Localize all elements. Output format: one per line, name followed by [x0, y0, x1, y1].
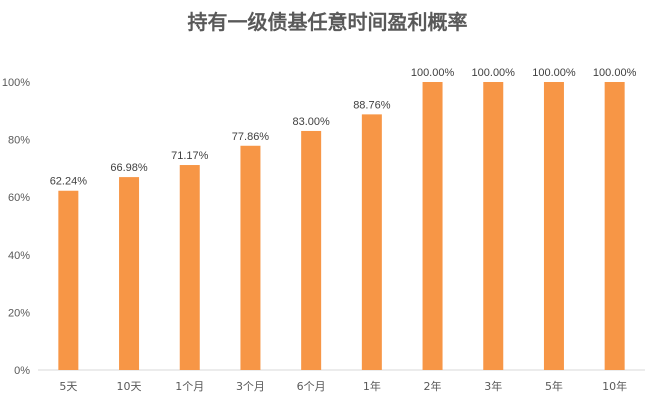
data-label: 71.17% [171, 150, 209, 162]
x-tick-label: 10天 [117, 380, 142, 393]
chart-title: 持有一级债基任意时间盈利概率 [187, 10, 468, 34]
data-label: 66.98% [110, 162, 148, 174]
y-tick-label: 100% [2, 77, 30, 89]
bar [604, 82, 625, 370]
bar [483, 82, 504, 370]
data-label: 77.86% [232, 131, 270, 143]
x-tick-label: 5年 [545, 379, 563, 393]
bar [301, 130, 322, 370]
x-tick-label: 6个月 [297, 380, 326, 393]
data-label: 83.00% [292, 116, 330, 128]
data-label: 100.00% [472, 67, 516, 79]
bar [543, 82, 564, 370]
y-tick-label: 80% [8, 135, 30, 147]
x-tick-label: 2年 [424, 379, 442, 393]
data-label: 100.00% [593, 67, 637, 79]
x-tick-label: 3年 [484, 379, 502, 393]
bar [58, 190, 79, 370]
data-label: 88.76% [353, 99, 391, 111]
bar [119, 177, 140, 370]
bar [179, 165, 200, 370]
bar [422, 82, 443, 370]
x-tick-label: 10年 [602, 379, 627, 393]
bar [240, 145, 261, 370]
x-tick-label: 5天 [59, 380, 77, 393]
y-tick-label: 20% [8, 307, 30, 319]
data-label: 100.00% [411, 67, 455, 79]
y-tick-label: 60% [8, 192, 30, 204]
data-label: 100.00% [532, 67, 576, 79]
data-label: 62.24% [50, 176, 88, 188]
bar [361, 114, 382, 370]
x-tick-label: 3个月 [236, 380, 265, 393]
y-tick-label: 40% [8, 250, 30, 262]
y-tick-label: 0% [14, 365, 30, 377]
x-tick-label: 1个月 [175, 380, 204, 393]
x-tick-label: 1年 [363, 379, 381, 393]
